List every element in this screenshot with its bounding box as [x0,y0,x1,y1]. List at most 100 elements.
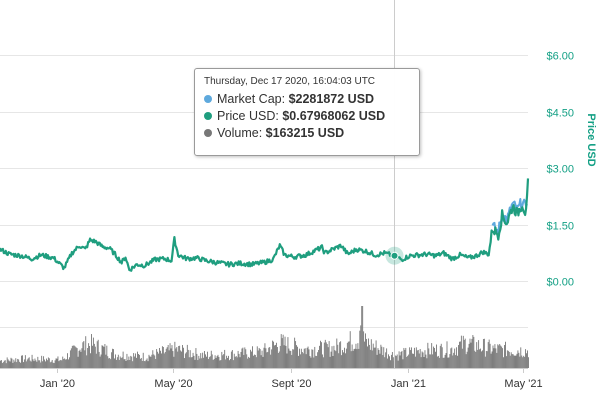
tooltip-row-market-cap: Market Cap: $2281872 USD [204,91,410,108]
volume-bar [525,349,527,368]
volume-bar [51,359,53,368]
volume-bar [528,357,529,368]
volume-bar [287,337,289,368]
volume-bar [216,356,218,368]
volume-bar [429,354,431,368]
volume-bar [364,341,366,368]
volume-bar [68,359,69,368]
volume-bar [222,355,224,368]
volume-bar [10,357,12,368]
volume-bar [12,362,14,368]
volume-bar [96,341,98,368]
volume-bar [409,347,411,368]
volume-bar [136,357,137,368]
volume-bar [226,355,228,368]
volume-bar [137,351,138,368]
volume-bar [387,358,389,368]
chart-tooltip: Thursday, Dec 17 2020, 16:04:03 UTC Mark… [194,68,420,156]
volume-bar [240,351,242,368]
volume-bar [322,357,324,368]
volume-bar [412,353,413,368]
volume-bar [263,347,265,368]
volume-bar [102,345,104,368]
volume-bar [247,358,249,368]
volume-bar [33,361,35,368]
volume-bar [453,352,455,368]
volume-bar [384,357,386,368]
volume-bar [139,358,141,368]
volume-bar [223,354,225,368]
volume-bar [420,357,422,368]
volume-bar [505,341,506,368]
volume-bar [30,361,32,368]
volume-bar [129,359,131,368]
volume-bar [516,353,518,368]
volume-bar [58,361,60,368]
volume-bar [360,325,362,368]
volume-bar [361,306,363,368]
volume-bar [373,347,375,368]
volume-bar [379,353,381,368]
volume-bar [267,351,269,368]
volume-bar [356,349,358,368]
volume-bar [329,356,331,368]
volume-bar [288,348,290,368]
volume-bar [315,355,317,368]
volume-bar [308,349,310,368]
volume-bar [472,335,474,368]
volume-bar [133,353,135,368]
grid-layer [0,55,528,369]
volume-bar [323,342,325,368]
volume-bar [496,352,498,368]
volume-bar [159,347,160,368]
volume-bar [174,341,176,368]
volume-bar [98,351,100,368]
volume-bar [482,339,484,368]
volume-bar [264,343,266,368]
volume-bar [20,362,22,368]
volume-bar [196,353,198,368]
volume-bar [0,360,1,368]
volume-bar [342,350,343,368]
volume-bar [116,357,118,368]
tooltip-value: $0.67968062 USD [282,109,386,123]
volume-bar [388,354,389,368]
volume-bar [306,347,308,368]
volume-bar [231,350,233,368]
volume-bar [509,355,511,368]
volume-bar [491,351,493,368]
volume-bar [72,345,74,368]
volume-bar [336,338,338,368]
volume-bar [505,356,507,368]
volume-bar [449,354,451,368]
volume-bar [183,358,185,368]
volume-bar [321,354,323,368]
volume-bar [142,352,144,368]
volume-bar [508,351,510,368]
volume-bar [502,348,504,368]
volume-bar [467,347,469,368]
volume-bar [179,345,181,368]
volume-bar [285,345,287,368]
volume-bar [138,354,140,368]
x-tick-label: Jan '21 [391,378,426,390]
volume-bar [251,351,252,368]
volume-bar [45,361,46,368]
volume-bar [461,348,463,368]
volume-bar [459,341,461,368]
volume-bar [439,345,441,368]
volume-bar [49,362,51,368]
volume-bar [8,360,10,368]
volume-bar [78,350,80,368]
volume-bar [4,360,6,368]
volume-bar [50,361,52,368]
volume-bar [215,357,217,368]
volume-bar [392,357,394,368]
volume-bar [234,356,236,368]
volume-bar [416,350,418,368]
volume-bar [297,346,298,368]
volume-bar [62,356,64,368]
volume-bar [425,354,427,368]
volume-bar [134,356,136,368]
volume-bar [80,351,82,368]
